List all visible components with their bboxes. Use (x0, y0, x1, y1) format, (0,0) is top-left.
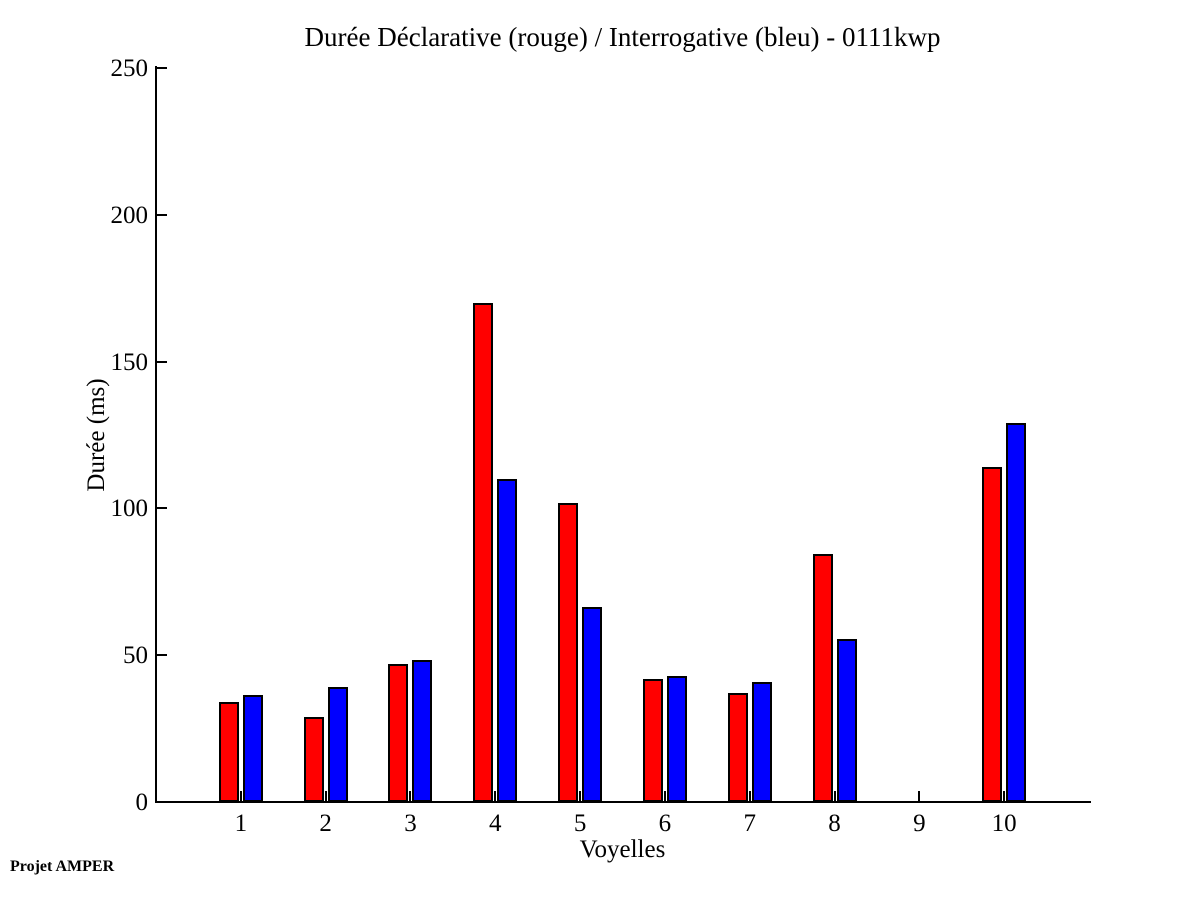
bar-interrogative-2 (328, 687, 348, 802)
bar-interrogative-6 (667, 676, 687, 802)
bar-declarative-10 (982, 467, 1002, 802)
x-tick-1 (239, 791, 242, 802)
chart-title: Durée Déclarative (rouge) / Interrogativ… (304, 22, 941, 52)
bar-declarative-7 (728, 693, 748, 802)
x-tick-label-9: 9 (913, 810, 926, 837)
y-tick-label-200: 200 (110, 201, 149, 229)
x-axis-label: Voyelles (579, 836, 666, 863)
x-tick-4 (494, 791, 497, 802)
x-tick-7 (748, 791, 751, 802)
x-tick-label-8: 8 (828, 810, 841, 837)
y-axis-line (155, 66, 157, 803)
bar-declarative-2 (304, 717, 324, 802)
y-tick-label-250: 250 (110, 55, 149, 82)
x-tick-3 (409, 791, 412, 802)
y-tick-label-100: 100 (110, 495, 149, 523)
y-axis-label: Durée (ms) (83, 378, 110, 492)
bar-declarative-5 (558, 503, 578, 802)
x-tick-label-7: 7 (743, 810, 756, 837)
x-tick-5 (579, 791, 582, 802)
x-tick-label-10: 10 (991, 810, 1017, 837)
bar-declarative-3 (388, 664, 408, 802)
x-tick-label-2: 2 (319, 810, 332, 837)
bar-interrogative-1 (243, 695, 263, 802)
bar-interrogative-4 (497, 479, 517, 802)
bar-interrogative-3 (412, 660, 432, 802)
y-tick-label-50: 50 (123, 642, 148, 670)
bar-interrogative-7 (752, 682, 772, 802)
project-footer: Projet AMPER (10, 858, 115, 875)
bar-declarative-1 (219, 702, 239, 802)
y-tick-200 (156, 213, 167, 216)
bar-interrogative-8 (837, 639, 857, 802)
x-tick-9 (918, 791, 921, 802)
x-tick-label-5: 5 (573, 810, 587, 837)
x-tick-label-3: 3 (404, 810, 417, 837)
y-tick-250 (156, 67, 167, 69)
y-tick-label-0: 0 (135, 789, 149, 816)
bar-interrogative-10 (1006, 423, 1026, 802)
x-tick-10 (1003, 791, 1006, 802)
bar-declarative-4 (473, 303, 493, 802)
y-tick-150 (156, 360, 167, 363)
bar-declarative-8 (813, 554, 833, 802)
bar-declarative-6 (643, 679, 663, 802)
y-tick-100 (156, 507, 167, 510)
x-tick-2 (324, 791, 327, 802)
y-tick-50 (156, 654, 167, 657)
x-axis-line (155, 801, 1091, 803)
x-tick-label-4: 4 (489, 810, 502, 837)
y-tick-0 (156, 801, 167, 803)
x-tick-6 (663, 791, 666, 802)
x-tick-label-1: 1 (234, 810, 248, 837)
x-tick-label-6: 6 (658, 810, 672, 837)
x-tick-8 (833, 791, 836, 802)
y-tick-label-150: 150 (110, 348, 149, 376)
bar-interrogative-5 (582, 607, 602, 802)
